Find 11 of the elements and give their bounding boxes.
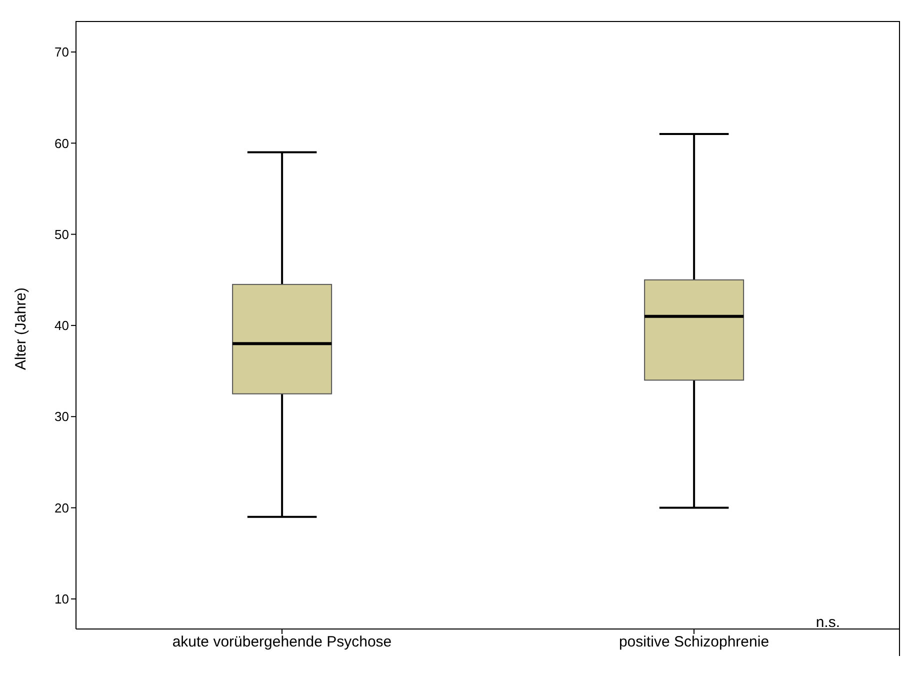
y-tick-label: 60 <box>54 136 69 151</box>
y-axis-title: Alter (Jahre) <box>12 287 30 370</box>
x-tick-label: positive Schizophrenie <box>618 634 770 651</box>
y-tick-label: 20 <box>54 500 69 516</box>
y-tick-label: 50 <box>54 226 69 242</box>
annotation: n.s. <box>816 614 840 631</box>
y-tick-label: 70 <box>54 44 69 60</box>
y-tick-label: 30 <box>54 409 69 424</box>
y-tick-label: 10 <box>54 592 69 607</box>
y-tick-label: 40 <box>54 318 69 334</box>
x-tick-label: akute vorübergehende Psychose <box>172 634 392 651</box>
